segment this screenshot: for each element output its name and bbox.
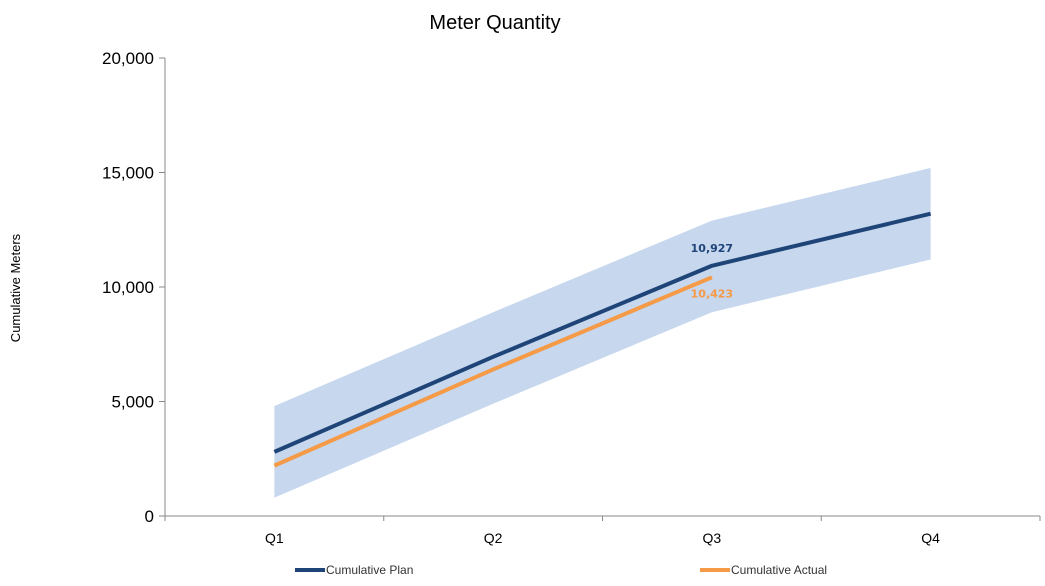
x-tick-label: Q4 <box>921 530 940 546</box>
legend-label: Cumulative Plan <box>326 563 413 577</box>
series-line-actual <box>273 275 713 468</box>
x-tick-label: Q3 <box>703 530 722 546</box>
legend-label: Cumulative Actual <box>731 563 827 577</box>
y-tick-label: 10,000 <box>102 278 154 297</box>
range-band <box>274 167 931 498</box>
data-label: 10,927 <box>691 242 733 255</box>
series-line-plan <box>273 211 932 454</box>
legend: Cumulative Plan Cumulative Actual <box>295 563 827 577</box>
y-axis-label: Cumulative Meters <box>8 233 23 342</box>
chart-title: Meter Quantity <box>429 12 560 34</box>
y-tick-label: 20,000 <box>102 49 154 68</box>
y-tick-label: 5,000 <box>111 393 154 412</box>
series-lines <box>273 211 932 468</box>
data-label: 10,423 <box>691 287 733 300</box>
axes: 0 5,000 10,000 15,000 20,000 Q1 Q2 Q3 Q4 <box>102 49 1041 546</box>
x-tick-label: Q2 <box>484 530 503 546</box>
data-labels: 10,927 10,423 <box>691 242 733 301</box>
confidence-band-layer <box>274 167 931 498</box>
y-tick-label: 15,000 <box>102 164 154 183</box>
y-tick-label: 0 <box>145 507 154 526</box>
x-tick-label: Q1 <box>265 530 284 546</box>
